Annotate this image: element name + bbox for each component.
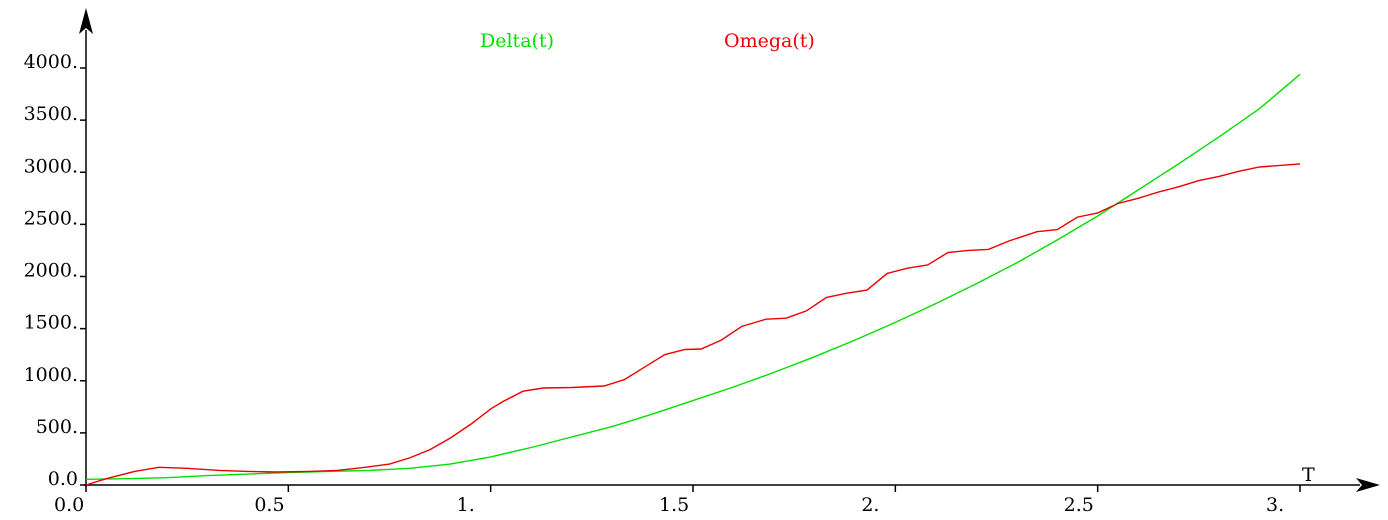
x-tick-label: 2. xyxy=(861,494,879,516)
x-axis: T xyxy=(84,464,1380,492)
y-axis-arrow-icon xyxy=(79,8,93,34)
series-line-delta-t xyxy=(85,73,1301,480)
y-tick-label: 3000. xyxy=(24,155,78,177)
series-layer xyxy=(85,73,1301,486)
y-ticks: 0.0 500. 1000. 1500. 2000. 2500. 3000. 3500. 400… xyxy=(24,51,86,490)
series-line-omega-t xyxy=(85,163,1301,486)
x-tick-label: 0.5 xyxy=(254,494,284,516)
x-axis-arrow-icon xyxy=(1356,478,1380,492)
x-tick-label: 1.5 xyxy=(659,494,689,516)
y-tick-label: 0.0 xyxy=(48,468,78,490)
legend-label-delta: Delta(t) xyxy=(480,30,554,52)
y-tick-label: 2000. xyxy=(24,260,78,282)
x-tick-label: 3. xyxy=(1266,494,1284,516)
legend: Delta(t) Omega(t) xyxy=(480,30,815,52)
y-tick-label: 2500. xyxy=(24,207,78,229)
y-tick-label: 500. xyxy=(36,416,78,438)
y-tick-label: 4000. xyxy=(24,51,78,73)
y-tick-label: 1500. xyxy=(24,312,78,334)
x-axis-title: T xyxy=(1302,464,1315,486)
y-axis xyxy=(79,8,93,487)
x-tick-label: 2.5 xyxy=(1064,494,1094,516)
y-tick-label: 3500. xyxy=(24,103,78,125)
y-tick-label: 1000. xyxy=(24,364,78,386)
x-tick-label: 1. xyxy=(457,494,475,516)
x-tick-label: 0.0 xyxy=(54,494,84,516)
legend-label-omega: Omega(t) xyxy=(724,30,815,52)
x-ticks: 0.0 0.5 1. 1.5 2. 2.5 3. xyxy=(54,485,1301,516)
